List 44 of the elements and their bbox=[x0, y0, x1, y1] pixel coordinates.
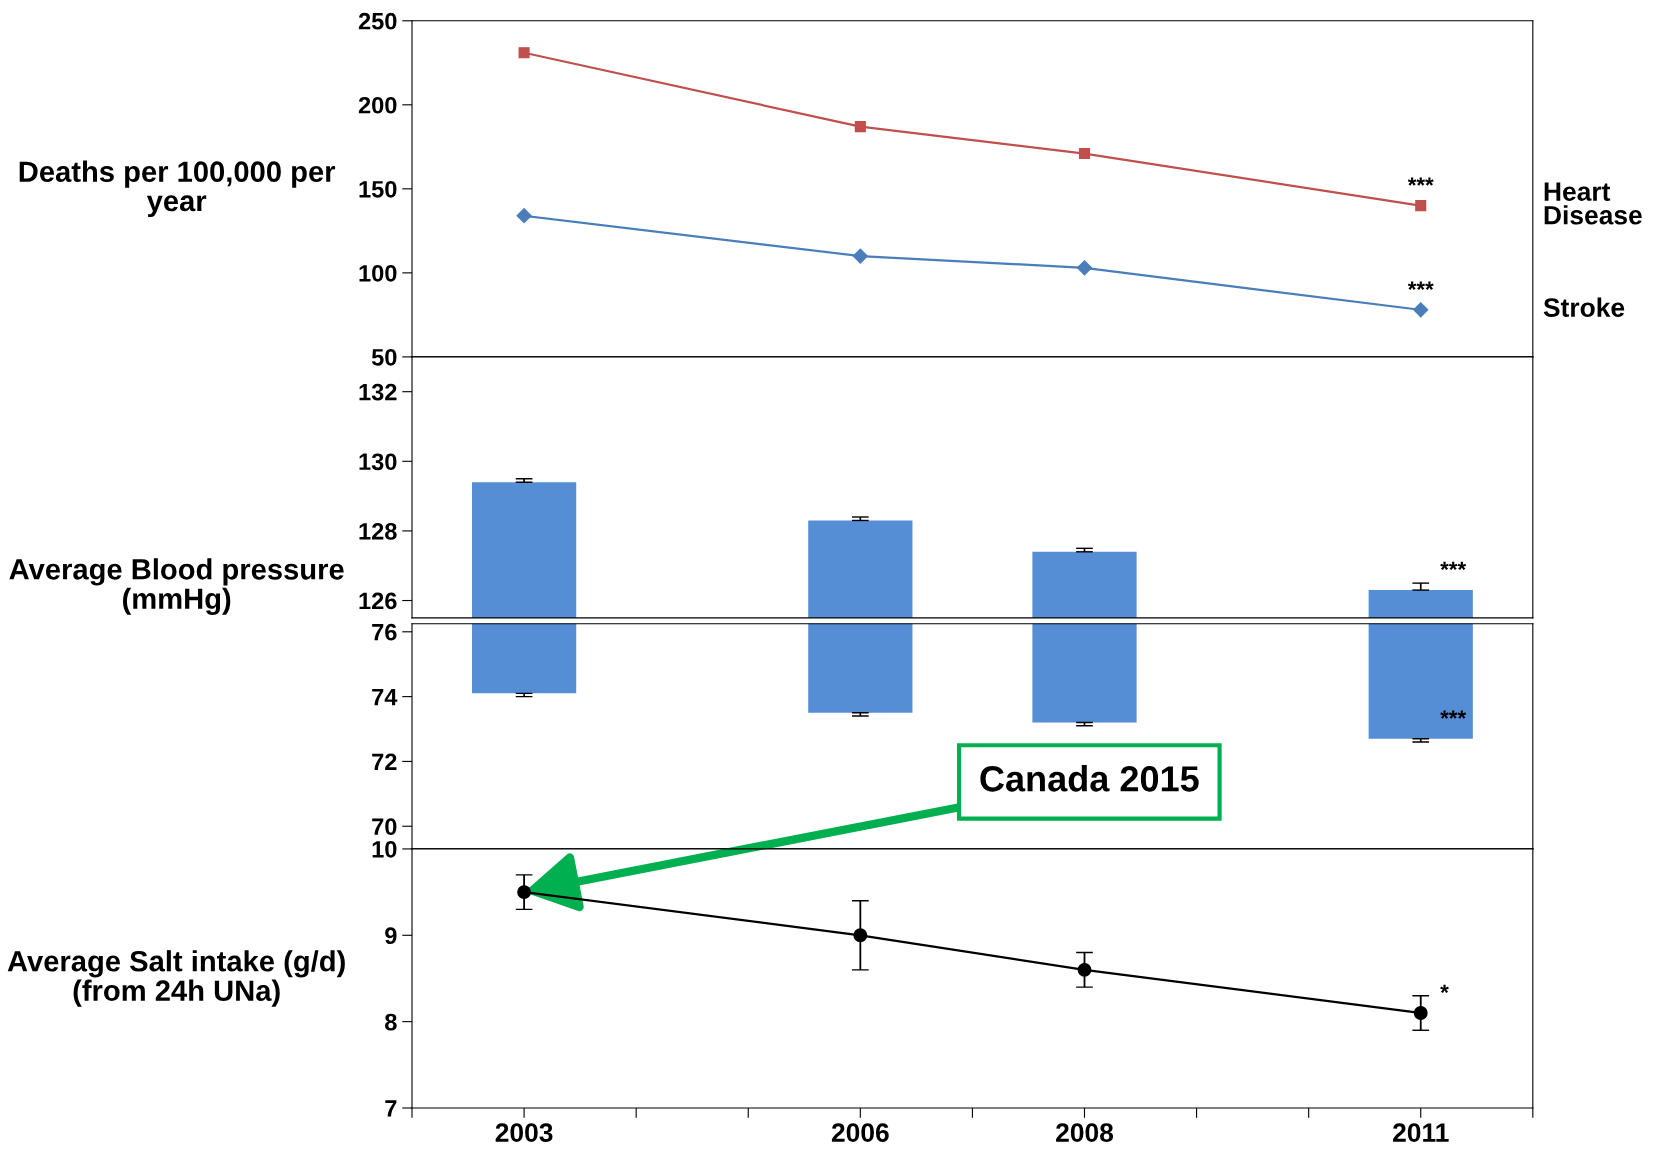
text: Heart Disease bbox=[1544, 182, 1642, 225]
point bbox=[1413, 1006, 1428, 1020]
point bbox=[1415, 200, 1427, 212]
point bbox=[518, 47, 530, 59]
x-tick-label: 2011 bbox=[1393, 1123, 1449, 1142]
point bbox=[852, 248, 868, 264]
y-tick-label: 7 bbox=[385, 1100, 397, 1117]
y-tick-label: 50 bbox=[371, 348, 397, 366]
point bbox=[1413, 302, 1429, 318]
annotation: *** bbox=[1440, 710, 1467, 719]
point bbox=[1078, 147, 1091, 160]
y-tick-label: 72 bbox=[372, 753, 397, 770]
x-tick-label: 2006 bbox=[831, 1123, 889, 1142]
annotation: *** bbox=[1407, 177, 1434, 186]
text: Stroke bbox=[1543, 297, 1625, 317]
y-tick-label: 128 bbox=[359, 522, 397, 540]
x-tick-label: 2008 bbox=[1056, 1123, 1114, 1142]
point bbox=[853, 928, 868, 943]
y-tick-label: 76 bbox=[372, 623, 397, 641]
annotation: *** bbox=[1440, 561, 1467, 571]
y-tick-label: 8 bbox=[385, 1013, 397, 1031]
y-tick-label: 132 bbox=[359, 383, 397, 401]
point bbox=[517, 885, 532, 900]
y-tick-label: 70 bbox=[372, 818, 397, 836]
y-tick-label: 250 bbox=[358, 12, 397, 30]
annotation: * bbox=[1440, 984, 1449, 994]
y-tick-label: 9 bbox=[385, 927, 397, 945]
y-axis-title: Average Blood pressure (mmHg) bbox=[9, 558, 344, 615]
point bbox=[516, 208, 532, 224]
point bbox=[854, 121, 866, 133]
annotation: *** bbox=[1407, 281, 1434, 290]
point bbox=[1077, 962, 1092, 977]
y-tick-label: 126 bbox=[359, 592, 397, 610]
annotation: Canada 2015 bbox=[980, 765, 1199, 792]
y-axis-title: Deaths per 100,000 per year bbox=[19, 160, 336, 218]
y-tick-label: 74 bbox=[372, 688, 398, 706]
x-tick-label: 2003 bbox=[495, 1123, 553, 1142]
point bbox=[1076, 260, 1093, 276]
y-tick-label: 10 bbox=[372, 840, 397, 858]
y-tick-label: 130 bbox=[359, 453, 397, 471]
y-tick-label: 200 bbox=[358, 96, 397, 114]
y-axis-title: Average Salt intake (g/d) (from 24h UNa) bbox=[7, 950, 345, 1007]
y-tick-label: 150 bbox=[359, 180, 397, 198]
y-tick-label: 100 bbox=[359, 264, 397, 282]
